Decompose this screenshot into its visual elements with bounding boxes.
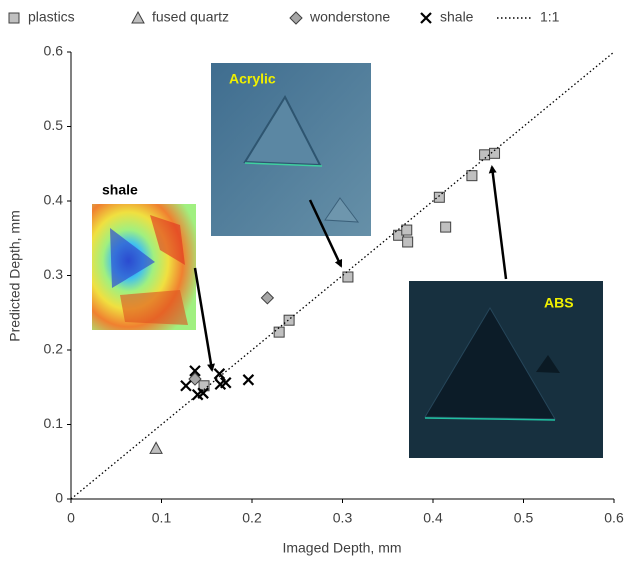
point [467, 171, 477, 181]
arrow [195, 268, 212, 370]
x-tick-label: 0.6 [604, 510, 624, 526]
x-tick-label: 0.2 [242, 510, 262, 526]
point [480, 150, 490, 160]
legend-label: wonderstone [309, 9, 390, 25]
y-tick-label: 0.6 [44, 43, 64, 59]
point [181, 381, 191, 391]
legend: plastics fused quartz wonderstone shale 1:1 [9, 9, 560, 25]
legend-item: 1:1 [497, 9, 560, 25]
x-tick-label: 0.5 [514, 510, 534, 526]
x-tick-label: 0.3 [333, 510, 353, 526]
point [150, 442, 162, 453]
inset-shale [92, 204, 196, 330]
point [274, 327, 284, 337]
inset-acrylic [211, 63, 371, 236]
y-tick-label: 0.5 [44, 117, 64, 133]
x-tick-label: 0 [67, 510, 75, 526]
point [402, 225, 412, 235]
legend-swatch [290, 12, 302, 24]
legend-swatch [421, 13, 431, 23]
y-tick-label: 0.4 [44, 192, 64, 208]
point [434, 192, 444, 202]
legend-swatch [132, 12, 144, 23]
y-tick-label: 0.3 [44, 266, 64, 282]
x-axis-label: Imaged Depth, mm [282, 540, 401, 556]
legend-label: 1:1 [540, 9, 560, 25]
legend-label: plastics [28, 9, 75, 25]
point [284, 315, 294, 325]
legend-label: fused quartz [152, 9, 229, 25]
y-tick-label: 0.1 [44, 415, 64, 431]
annotation: ABS [544, 295, 574, 311]
point [343, 272, 353, 282]
legend-item: shale [421, 9, 474, 25]
arrow [492, 167, 506, 279]
annotation: shale [102, 182, 138, 198]
x-tick-label: 0.4 [423, 510, 443, 526]
legend-label: shale [440, 9, 474, 25]
point [261, 292, 273, 304]
y-tick-label: 0.2 [44, 341, 64, 357]
inset-abs [409, 281, 603, 458]
point [403, 237, 413, 247]
legend-item: fused quartz [132, 9, 229, 25]
x-tick-label: 0.1 [152, 510, 172, 526]
legend-item: plastics [9, 9, 75, 25]
legend-item: wonderstone [290, 9, 390, 25]
chart: 0 0.1 0.2 0.3 0.4 0.5 0.6 0 0.1 0.2 0.3 0.4 0.5 0.6 s… [0, 0, 627, 562]
point [243, 375, 253, 385]
page: 0 0.1 0.2 0.3 0.4 0.5 0.6 0 0.1 0.2 0.3 0.4 0.5 0.6 s… [0, 0, 627, 562]
y-tick-label: 0 [55, 490, 63, 506]
annotation: Acrylic [229, 71, 276, 87]
point [441, 222, 451, 232]
y-axis-label: Predicted Depth, mm [7, 210, 23, 342]
legend-swatch [9, 13, 19, 23]
